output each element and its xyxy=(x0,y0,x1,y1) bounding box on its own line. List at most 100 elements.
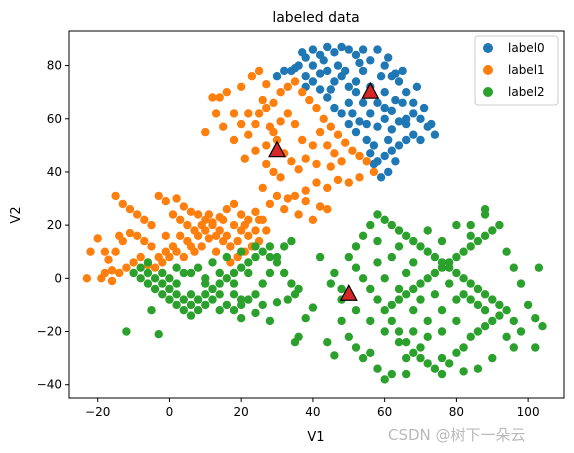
data-point-label0 xyxy=(366,56,375,65)
data-point-label1 xyxy=(147,220,156,230)
y-tick-label: −20 xyxy=(37,325,62,339)
data-point-label2 xyxy=(495,220,504,230)
legend-label-label2: label2 xyxy=(508,85,545,99)
data-point-label0 xyxy=(391,69,400,78)
data-point-label0 xyxy=(409,98,418,108)
data-point-label1 xyxy=(190,226,199,235)
data-point-label1 xyxy=(204,234,214,243)
data-point-label2 xyxy=(172,263,181,272)
data-point-label2 xyxy=(158,290,167,299)
data-point-label1 xyxy=(369,167,379,177)
data-point-label2 xyxy=(358,274,368,283)
data-point-label1 xyxy=(333,130,343,139)
data-point-label2 xyxy=(445,263,454,272)
data-point-label2 xyxy=(430,268,440,278)
data-point-label1 xyxy=(287,157,296,166)
data-point-label2 xyxy=(459,247,468,256)
data-point-label1 xyxy=(93,234,102,243)
data-point-label1 xyxy=(276,117,285,126)
data-point-label1 xyxy=(269,167,278,177)
data-point-label1 xyxy=(82,274,92,283)
data-point-label0 xyxy=(308,77,318,86)
data-point-label2 xyxy=(502,306,511,315)
x-axis-label: V1 xyxy=(307,430,324,445)
data-point-label0 xyxy=(394,77,404,86)
x-tick-label: 40 xyxy=(305,405,320,419)
data-point-label2 xyxy=(201,290,210,299)
data-point-label1 xyxy=(337,157,346,166)
data-point-label2 xyxy=(258,279,267,288)
data-point-label1 xyxy=(172,194,181,203)
data-point-label2 xyxy=(437,306,447,315)
data-point-label1 xyxy=(290,119,300,129)
data-point-label2 xyxy=(272,252,282,262)
x-axis-ticks: −20 0 20 40 60 80 100 xyxy=(85,398,540,419)
data-point-label1 xyxy=(219,215,228,224)
data-point-label0 xyxy=(373,45,382,54)
data-point-label0 xyxy=(380,151,389,161)
data-point-label1 xyxy=(262,159,271,169)
data-point-label1 xyxy=(323,205,332,214)
data-point-label2 xyxy=(488,316,497,326)
data-point-label1 xyxy=(251,146,260,155)
data-point-label0 xyxy=(341,66,350,76)
data-point-label1 xyxy=(237,119,246,129)
data-point-label1 xyxy=(308,215,318,224)
data-point-label1 xyxy=(323,183,332,193)
data-point-label2 xyxy=(459,274,468,283)
data-point-label2 xyxy=(215,306,224,315)
data-point-label2 xyxy=(147,306,156,315)
x-tick-label: −20 xyxy=(85,405,110,419)
data-point-label2 xyxy=(423,332,432,341)
data-point-label0 xyxy=(330,48,339,57)
data-point-label2 xyxy=(373,295,382,304)
data-point-label1 xyxy=(172,247,181,256)
data-point-label0 xyxy=(391,95,400,105)
legend-swatch-label2 xyxy=(483,87,493,97)
data-point-label2 xyxy=(480,322,490,331)
data-point-label1 xyxy=(305,95,314,105)
data-point-label1 xyxy=(176,215,185,224)
data-point-label1 xyxy=(204,210,214,219)
data-point-label0 xyxy=(330,103,339,113)
data-point-label2 xyxy=(394,284,404,294)
y-axis-label: V2 xyxy=(9,206,24,223)
data-point-label2 xyxy=(402,268,411,278)
data-point-label1 xyxy=(251,207,260,216)
data-point-label0 xyxy=(315,69,325,78)
data-point-label1 xyxy=(258,95,267,105)
y-tick-label: −40 xyxy=(37,378,62,392)
data-point-label1 xyxy=(280,205,289,214)
data-point-label2 xyxy=(516,327,526,336)
data-point-label0 xyxy=(416,114,425,124)
data-point-label2 xyxy=(380,375,389,384)
data-point-label1 xyxy=(183,220,192,230)
data-point-label1 xyxy=(104,255,113,264)
data-point-label0 xyxy=(344,119,353,129)
data-point-label0 xyxy=(416,135,425,145)
data-point-label2 xyxy=(215,268,224,278)
watermark: CSDN @树下一朵云 xyxy=(388,426,526,444)
data-point-label1 xyxy=(229,220,239,230)
legend-label-label0: label0 xyxy=(508,41,545,55)
data-point-label2 xyxy=(290,338,300,347)
data-point-label1 xyxy=(133,231,142,240)
data-point-label2 xyxy=(201,274,210,283)
data-point-label1 xyxy=(179,252,188,262)
data-point-label0 xyxy=(358,98,368,108)
data-point-label1 xyxy=(298,88,307,97)
data-point-label1 xyxy=(254,109,264,118)
data-point-label2 xyxy=(480,231,490,240)
data-point-label2 xyxy=(480,306,490,315)
data-point-label0 xyxy=(344,82,353,92)
data-point-label0 xyxy=(373,122,382,131)
data-point-label2 xyxy=(409,306,418,315)
data-point-label1 xyxy=(290,77,300,86)
data-point-label1 xyxy=(229,109,239,118)
data-point-label1 xyxy=(315,202,325,211)
data-point-label0 xyxy=(337,109,346,118)
data-point-label1 xyxy=(341,138,350,147)
y-tick-label: 20 xyxy=(47,218,62,232)
data-point-label2 xyxy=(380,215,389,224)
data-point-label2 xyxy=(251,308,260,318)
